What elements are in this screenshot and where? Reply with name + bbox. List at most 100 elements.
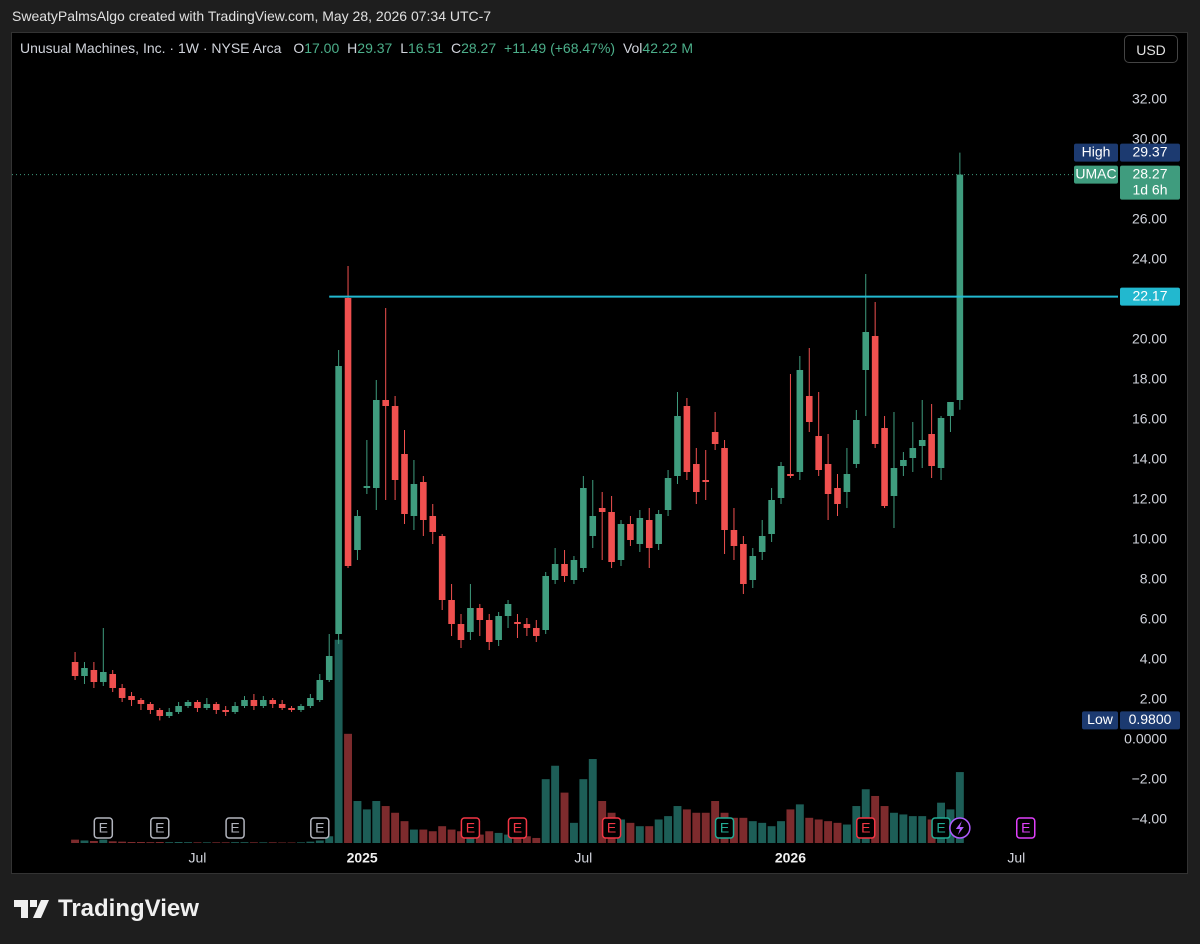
volume-bar: [184, 842, 192, 843]
volume-bar: [80, 840, 89, 843]
volume-bar: [419, 829, 428, 843]
candle-body: [758, 536, 766, 552]
volume-bar: [664, 816, 673, 843]
volume-bar: [504, 834, 513, 843]
volume-bar: [118, 841, 127, 843]
candle-body: [203, 704, 211, 708]
volume-bar: [428, 831, 437, 843]
candle-body: [683, 406, 691, 472]
candle-body: [777, 466, 785, 498]
candle-body: [391, 406, 399, 480]
candle-body: [768, 500, 775, 534]
volume-bar: [494, 832, 503, 843]
candle-body: [401, 454, 408, 514]
candle-body: [598, 508, 606, 512]
currency-button[interactable]: USD: [1124, 35, 1178, 63]
candle-body: [109, 674, 117, 688]
volume-bar: [193, 842, 202, 843]
candle-body: [674, 416, 681, 476]
candle-body: [711, 432, 719, 444]
brand-logo: [14, 900, 49, 918]
legend: Unusual Machines, Inc. · 1W · NYSE Arca …: [20, 40, 693, 56]
y-tick-label: 0.0000: [1124, 731, 1167, 747]
candle-body: [288, 708, 295, 710]
volume-bar: [485, 831, 494, 843]
event-label: E: [315, 820, 324, 836]
candle-body: [881, 428, 888, 506]
candle-body: [335, 366, 342, 634]
event-label: E: [466, 820, 475, 836]
chart-panel: [11, 32, 1188, 874]
candle-body: [241, 700, 248, 706]
legend-value: 42.22: [642, 40, 678, 56]
price-tag-name: UMAC: [1075, 165, 1116, 181]
candle-body: [589, 516, 597, 536]
volume-bar: [99, 839, 108, 843]
candle-body: [325, 656, 333, 680]
candle-body: [787, 474, 794, 476]
event-bolt: [955, 821, 964, 835]
candle-body: [900, 460, 907, 466]
volume-bar: [155, 841, 164, 843]
candle-body: [693, 464, 700, 492]
candle-body: [918, 440, 926, 446]
candle-body: [843, 474, 851, 492]
event-icon: [507, 817, 528, 839]
candle-body: [909, 448, 917, 458]
y-tick-label: 24.00: [1132, 251, 1167, 267]
candle-body: [156, 710, 164, 716]
candle-body: [570, 560, 578, 580]
volume-bar: [231, 842, 240, 843]
candle-body: [307, 698, 314, 706]
volume-bar: [268, 842, 277, 843]
y-tick-label: −4.00: [1132, 811, 1168, 827]
candle-body: [523, 624, 531, 628]
volume-bar: [108, 841, 117, 843]
candle-body: [260, 700, 267, 706]
volume-bar: [635, 826, 644, 843]
volume-bar: [447, 829, 456, 843]
volume-bar: [673, 806, 682, 843]
volume-bar: [165, 842, 174, 843]
volume-bar: [955, 772, 964, 843]
event-icon: [93, 817, 114, 839]
candle-body: [438, 536, 446, 600]
volume-bar: [71, 839, 80, 843]
candle-body: [495, 616, 502, 640]
candle-body: [137, 700, 145, 704]
y-tick-label: 12.00: [1132, 491, 1167, 507]
candle-body: [627, 524, 634, 540]
candle-body: [485, 620, 493, 642]
legend-value: 17.00: [304, 40, 340, 56]
candle-body: [184, 702, 192, 706]
volume-bar: [880, 806, 889, 843]
volume-bar: [146, 842, 155, 843]
volume-bar: [287, 842, 296, 843]
y-tick-label: 14.00: [1132, 451, 1167, 467]
volume-bar: [372, 801, 381, 843]
volume-bar: [890, 812, 898, 843]
legend-value: 29.37: [357, 40, 393, 56]
candle-body: [382, 400, 389, 406]
legend-change: +11.49 (+68.47%): [504, 40, 616, 56]
event-label: E: [513, 820, 522, 836]
volume-bar: [325, 836, 334, 843]
volume-bar: [654, 819, 663, 843]
legend-unit: M: [681, 40, 694, 56]
volume-bar: [409, 829, 418, 843]
volume-bar: [475, 834, 484, 843]
event-label: E: [230, 820, 239, 836]
hline-tag-bg: [1120, 287, 1180, 306]
candle-body: [269, 700, 277, 704]
candle-body: [212, 704, 220, 710]
volume-bar: [297, 842, 305, 843]
candle-body: [730, 530, 738, 546]
candle-body: [278, 704, 286, 708]
volume-bar: [202, 842, 211, 843]
volume-bar: [438, 826, 447, 843]
candle-body: [147, 704, 154, 710]
price-tag-bg: [1120, 143, 1180, 162]
candle-body: [344, 298, 352, 566]
volume-bar: [334, 639, 343, 843]
event-label: E: [720, 820, 729, 836]
